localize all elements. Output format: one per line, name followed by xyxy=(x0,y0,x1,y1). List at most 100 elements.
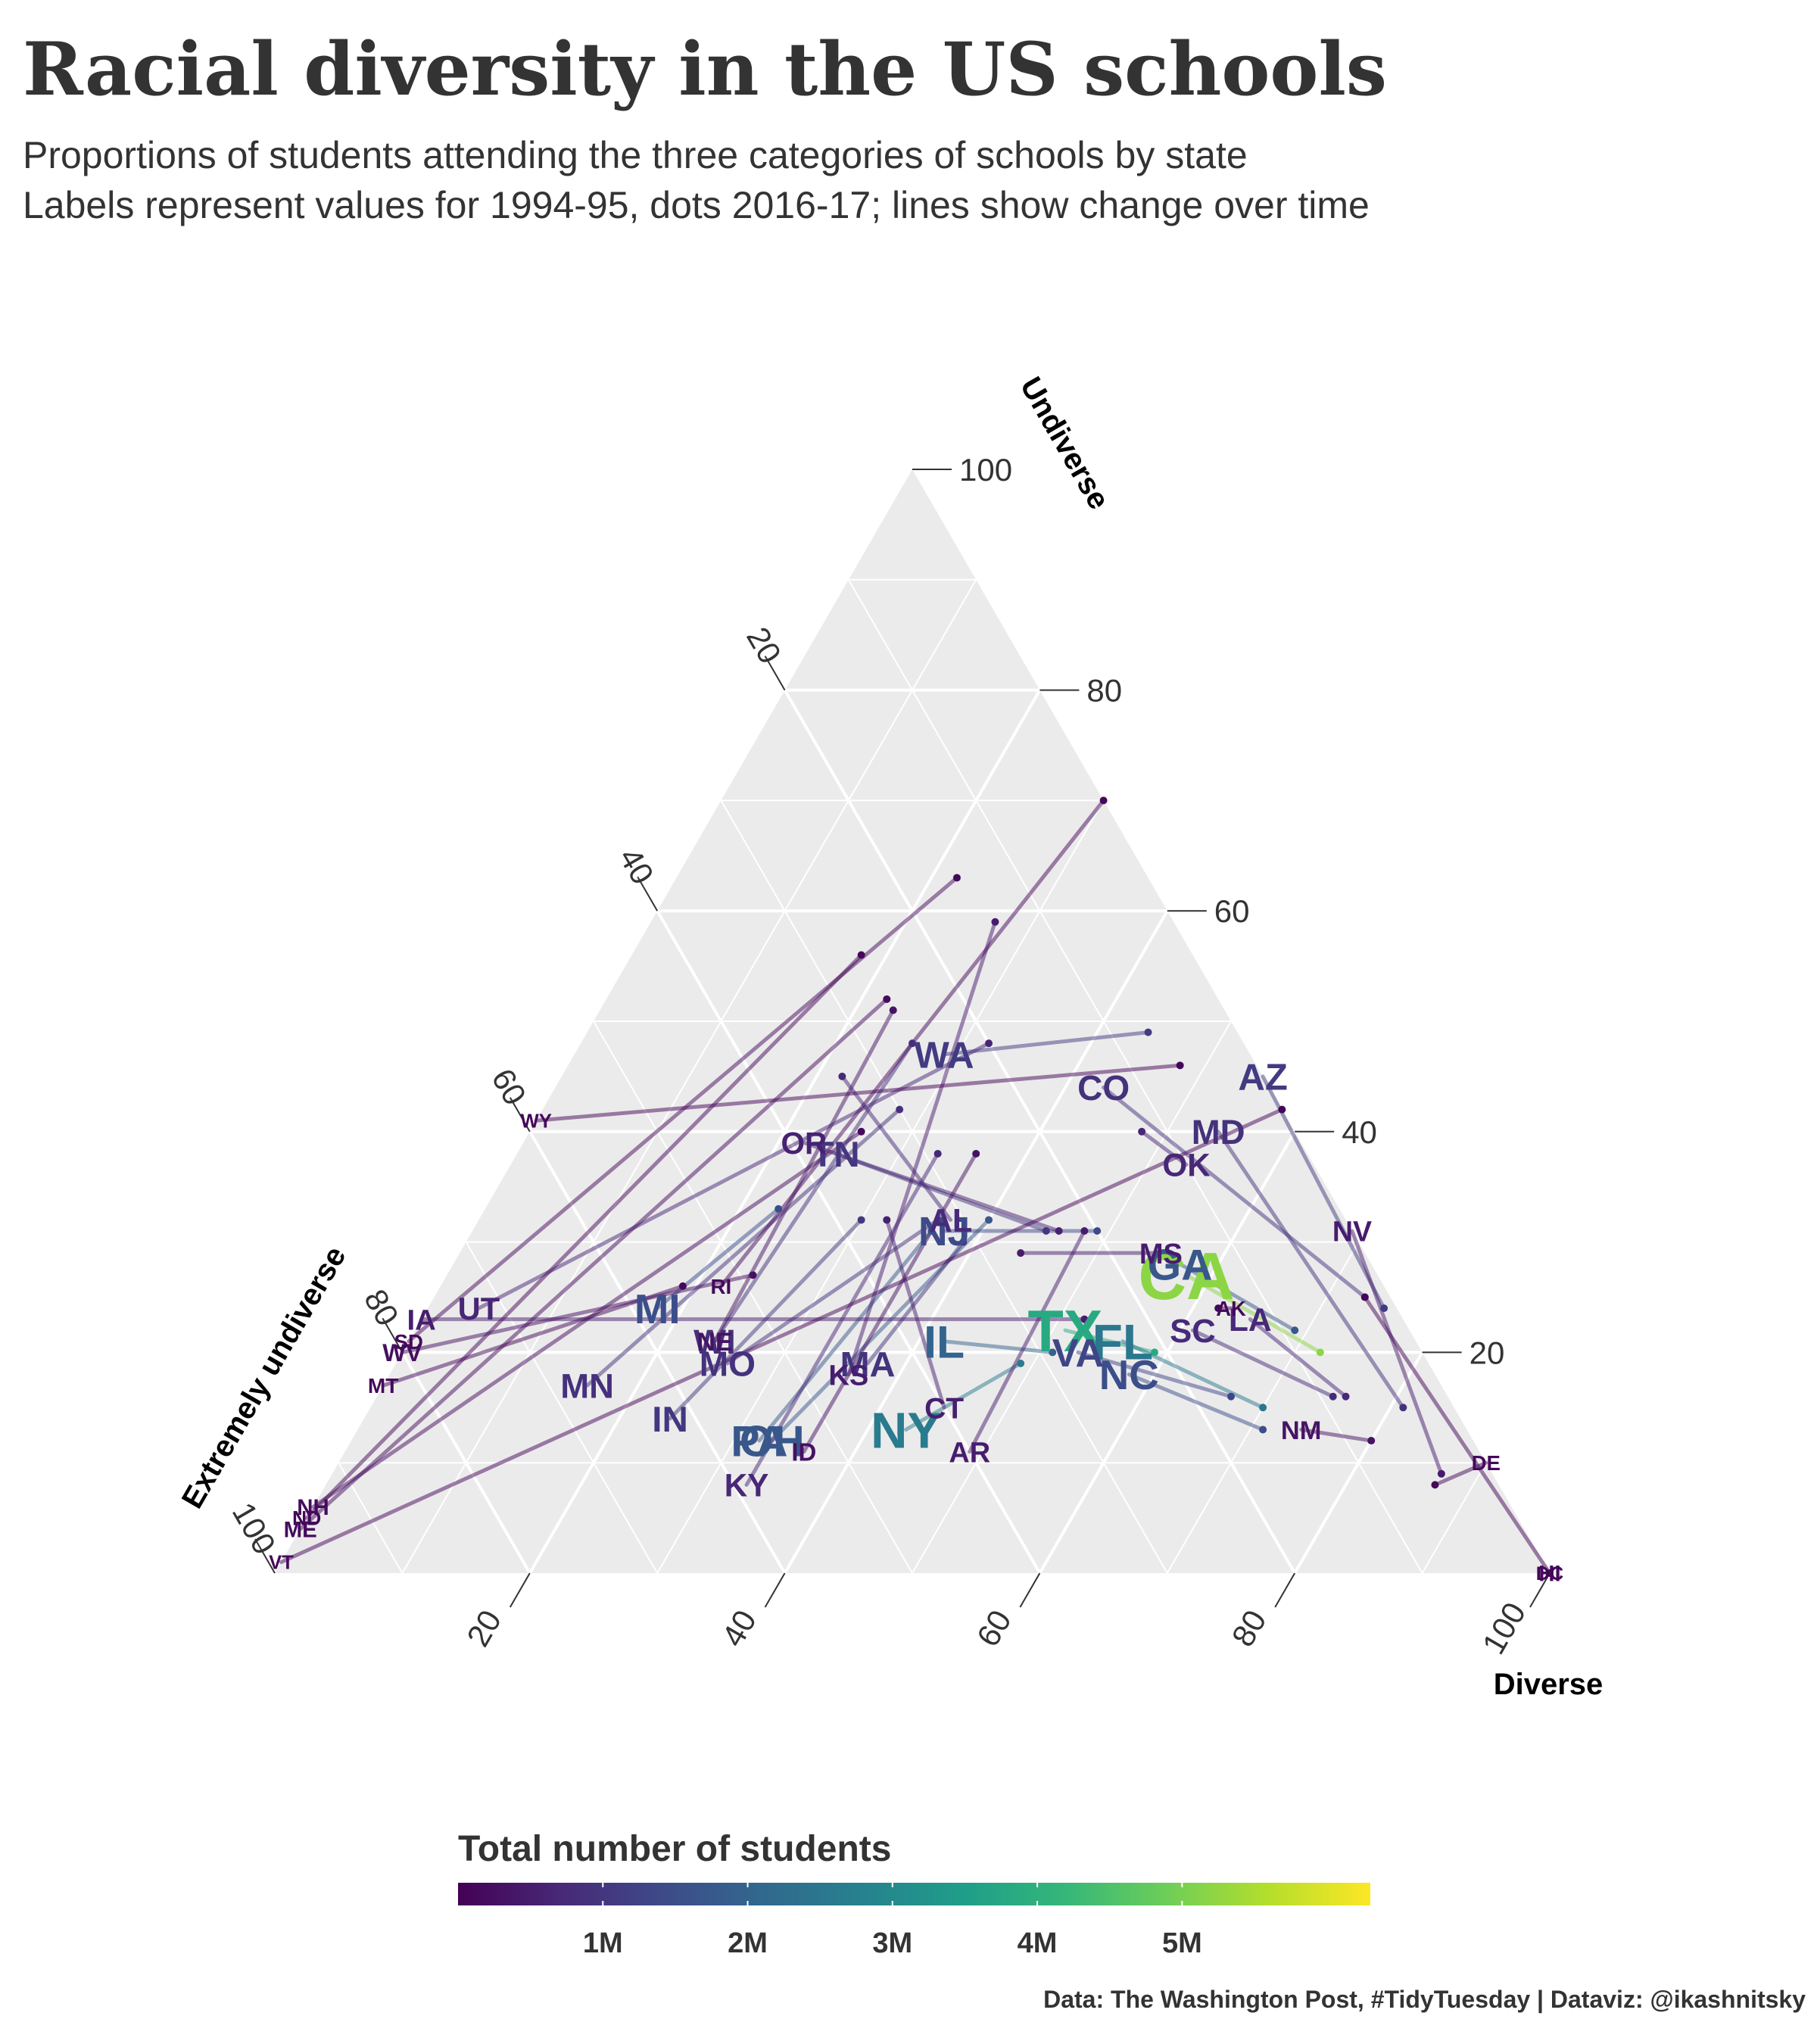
point-2016-dc xyxy=(1360,1293,1369,1301)
point-2016-ok xyxy=(1138,1127,1146,1136)
chart-title: Racial diversity in the US schools xyxy=(23,26,1387,112)
change-line-mo xyxy=(725,1217,940,1366)
state-label-mi: MI xyxy=(634,1285,681,1332)
state-label-tx: TX xyxy=(1028,1299,1103,1364)
state-label-ia: IA xyxy=(407,1304,436,1336)
point-2016-nh xyxy=(857,1127,865,1136)
tick-diverse-20 xyxy=(509,1572,531,1608)
point-2016-ar xyxy=(1080,1227,1089,1235)
axis-title-extremely-undiverse: Extremely undiverse xyxy=(176,1241,353,1514)
change-line-al xyxy=(840,1074,953,1222)
change-line-nv xyxy=(1350,1229,1444,1476)
state-label-ne: NE xyxy=(697,1328,732,1357)
change-line-ne xyxy=(712,1008,896,1344)
tick-label-diverse-100: 100 xyxy=(1476,1597,1533,1660)
tick-label-extremely-undiverse-60: 60 xyxy=(485,1063,533,1111)
point-2016-ky xyxy=(933,1149,942,1158)
point-2016-wa xyxy=(1144,1028,1152,1036)
point-2016-ct xyxy=(883,1216,891,1224)
state-label-oh: OH xyxy=(740,1418,805,1466)
state-label-wa: WA xyxy=(915,1035,974,1076)
gridline-diverse-90 xyxy=(1421,1462,1487,1574)
tick-extremely-undiverse-80 xyxy=(382,1317,404,1353)
point-2016-or xyxy=(1055,1227,1063,1235)
point-2016-pa xyxy=(927,1227,936,1235)
change-line-dc xyxy=(1363,1295,1552,1575)
point-2016-ny xyxy=(1017,1359,1025,1367)
change-line-ks xyxy=(846,920,997,1377)
point-2016-in xyxy=(857,1216,865,1224)
state-label-in: IN xyxy=(652,1400,688,1440)
state-label-ok: OK xyxy=(1162,1148,1211,1183)
state-label-ct: CT xyxy=(924,1392,964,1425)
tick-label-diverse-80: 80 xyxy=(1225,1604,1273,1653)
change-line-ar xyxy=(968,1229,1086,1454)
point-2016-sd xyxy=(952,874,961,882)
legend-colorbar xyxy=(458,1883,1370,1905)
point-2016-id xyxy=(972,1149,980,1158)
state-label-nd: ND xyxy=(292,1507,321,1530)
point-2016-mt xyxy=(678,1282,687,1290)
gridline-extremely-undiverse-50 xyxy=(593,1020,913,1574)
gridline-extremely-undiverse-30 xyxy=(720,799,1168,1574)
change-line-vt xyxy=(279,1108,1284,1564)
point-2016-ga xyxy=(1291,1326,1299,1335)
state-label-pa: PA xyxy=(731,1418,787,1466)
state-label-sd: SD xyxy=(394,1330,423,1354)
point-2016-va xyxy=(1227,1392,1235,1401)
change-line-md xyxy=(1216,1129,1405,1410)
change-line-co xyxy=(1102,1085,1367,1299)
point-2016-nm xyxy=(1367,1437,1376,1445)
point-2016-mn xyxy=(896,1105,904,1114)
axis-title-undiverse: Undiverse xyxy=(1014,372,1116,516)
state-label-va: VA xyxy=(1052,1332,1104,1376)
change-lines xyxy=(279,798,1552,1575)
change-line-wy xyxy=(534,1063,1183,1123)
tick-diverse-40 xyxy=(764,1572,786,1608)
change-line-nm xyxy=(1299,1427,1373,1443)
chart-subtitle-line-1: Proportions of students attending the th… xyxy=(23,134,1248,176)
point-2016-nc xyxy=(1259,1426,1267,1434)
state-label-la: LA xyxy=(1229,1302,1272,1338)
state-label-ca: CA xyxy=(1139,1239,1235,1313)
change-line-mt xyxy=(381,1284,685,1388)
state-label-ut: UT xyxy=(458,1291,500,1326)
state-label-mo: MO xyxy=(700,1344,756,1384)
point-2016-ut xyxy=(985,1039,993,1048)
legend-tick-label-0: 1M xyxy=(583,1927,623,1959)
gridline-extremely-undiverse-10 xyxy=(847,579,1423,1574)
tick-label-undiverse-100: 100 xyxy=(959,452,1012,488)
state-label-dc: DC xyxy=(1536,1563,1563,1584)
tick-label-undiverse-40: 40 xyxy=(1342,1114,1377,1150)
point-2016-vt xyxy=(1278,1105,1286,1114)
tick-label-diverse-40: 40 xyxy=(715,1604,763,1653)
change-line-nd xyxy=(304,953,864,1520)
points-2016 xyxy=(678,796,1554,1577)
point-2016-oh xyxy=(985,1216,993,1224)
state-label-az: AZ xyxy=(1238,1058,1287,1098)
state-label-mn: MN xyxy=(560,1367,614,1406)
tick-label-undiverse-80: 80 xyxy=(1086,673,1122,709)
tick-diverse-60 xyxy=(1019,1572,1041,1608)
point-2016-mi xyxy=(774,1204,783,1213)
change-line-ny xyxy=(904,1361,1023,1432)
change-line-va xyxy=(1076,1350,1233,1399)
tick-extremely-undiverse-40 xyxy=(637,876,659,911)
tick-label-diverse-60: 60 xyxy=(970,1604,1018,1653)
point-2016-de xyxy=(1431,1481,1439,1489)
state-label-ar: AR xyxy=(949,1437,990,1469)
state-label-nc: NC xyxy=(1099,1351,1159,1398)
point-2016-tx xyxy=(1150,1348,1158,1357)
tick-label-undiverse-20: 20 xyxy=(1469,1335,1505,1370)
change-line-nc xyxy=(1127,1373,1265,1432)
point-2016-ri xyxy=(1099,796,1108,805)
color-legend: Total number of students 1M 2M 3M 4M 5M xyxy=(458,1829,1370,1959)
change-line-az xyxy=(1261,1074,1386,1310)
gridline-diverse-10 xyxy=(401,579,977,1574)
gridline-diverse-50 xyxy=(912,1020,1232,1574)
state-label-ga: GA xyxy=(1148,1241,1213,1289)
point-2016-me xyxy=(883,995,891,1003)
state-label-mt: MT xyxy=(368,1374,398,1397)
